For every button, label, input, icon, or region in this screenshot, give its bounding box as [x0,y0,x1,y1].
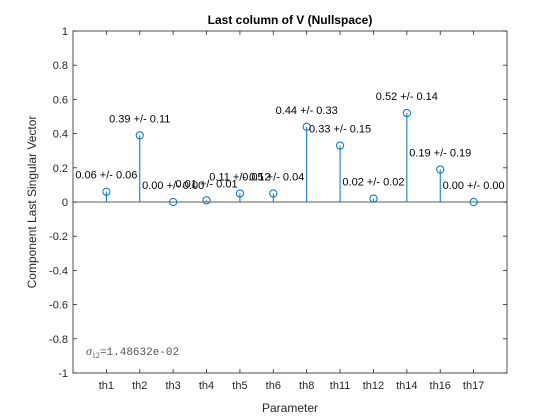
sigma-value: =1.48632e-02 [100,347,179,359]
stem-marker [369,194,378,203]
stem-marker [469,197,478,207]
x-tick-label: th12 [363,380,384,392]
stem-marker [269,189,278,198]
stem-marker [169,197,178,207]
x-tick-label: th1 [99,380,114,392]
x-tick-label: th6 [266,380,281,392]
stem-marker [335,141,345,150]
stem-marker [102,187,111,196]
y-tick-label: 0.6 [53,94,68,106]
stem-marker [202,196,211,205]
y-tick-label: 1 [62,26,68,38]
y-tick-label: -0.6 [49,300,68,312]
y-tick-label: -0.4 [49,265,68,277]
x-tick-label: th3 [166,380,181,392]
y-axis-label: Component Last Singular Vector [25,116,39,289]
data-label: 0.06 +/- 0.06 [75,170,137,182]
data-label: 0.39 +/- 0.11 [109,113,170,125]
data-label: 0.01 +/- 0.01 [175,178,237,190]
sigma-subscript: 12 [92,351,100,360]
y-tick-label: 0 [62,197,68,209]
data-labels: 0.06 +/- 0.060.39 +/- 0.110.00 +/- 0.000… [75,91,504,192]
data-label: 0.52 +/- 0.14 [376,91,438,103]
x-tick-label: th16 [430,380,451,392]
y-tick-label: -1 [58,368,68,380]
stem-marker [302,122,311,131]
y-axis-ticks: -1 -0.8 -0.6 -0.4 -0.2 0 0.2 0.4 0.6 0.8 1 [49,26,507,380]
x-tick-label: th2 [132,380,147,392]
sigma-annotation: σ12=1.48632e-02 [86,344,179,360]
stem-marker [436,165,445,174]
sigma-symbol: σ [86,344,93,358]
x-axis-ticks: th1 th2 th3 th4 th5 th6 th8 th11 th12 th14 th16 th1… [99,31,484,392]
stem-marker [402,108,411,118]
data-label: 0.19 +/- 0.19 [409,148,471,160]
y-tick-label: -0.2 [49,231,68,243]
x-axis-label: Parameter [262,401,318,415]
x-tick-label: th8 [299,380,314,392]
x-tick-label: th4 [199,380,214,392]
stem-series [102,108,478,207]
data-label: 0.11 +/- 0.12 [209,171,270,183]
data-label: 0.05 +/- 0.04 [242,171,304,183]
stem-marker [135,131,144,140]
data-label: 0.02 +/- 0.02 [342,177,404,189]
data-label: 0.33 +/- 0.15 [309,124,371,136]
stem-marker [235,189,245,198]
x-tick-label: th5 [232,380,247,392]
chart-title: Last column of V (Nullspace) [208,13,373,27]
x-tick-label: th17 [463,380,484,392]
data-label: 0.44 +/- 0.33 [276,105,338,117]
y-tick-label: -0.8 [49,334,68,346]
y-tick-label: 0.2 [53,163,68,175]
x-tick-label: th14 [396,380,417,392]
y-tick-label: 0.4 [53,129,68,141]
x-tick-label: th11 [330,380,351,392]
y-tick-label: 0.8 [53,60,68,72]
data-label: 0.00 +/- 0.00 [443,180,505,192]
data-label: 0.00 +/- 0.00 [142,180,204,192]
